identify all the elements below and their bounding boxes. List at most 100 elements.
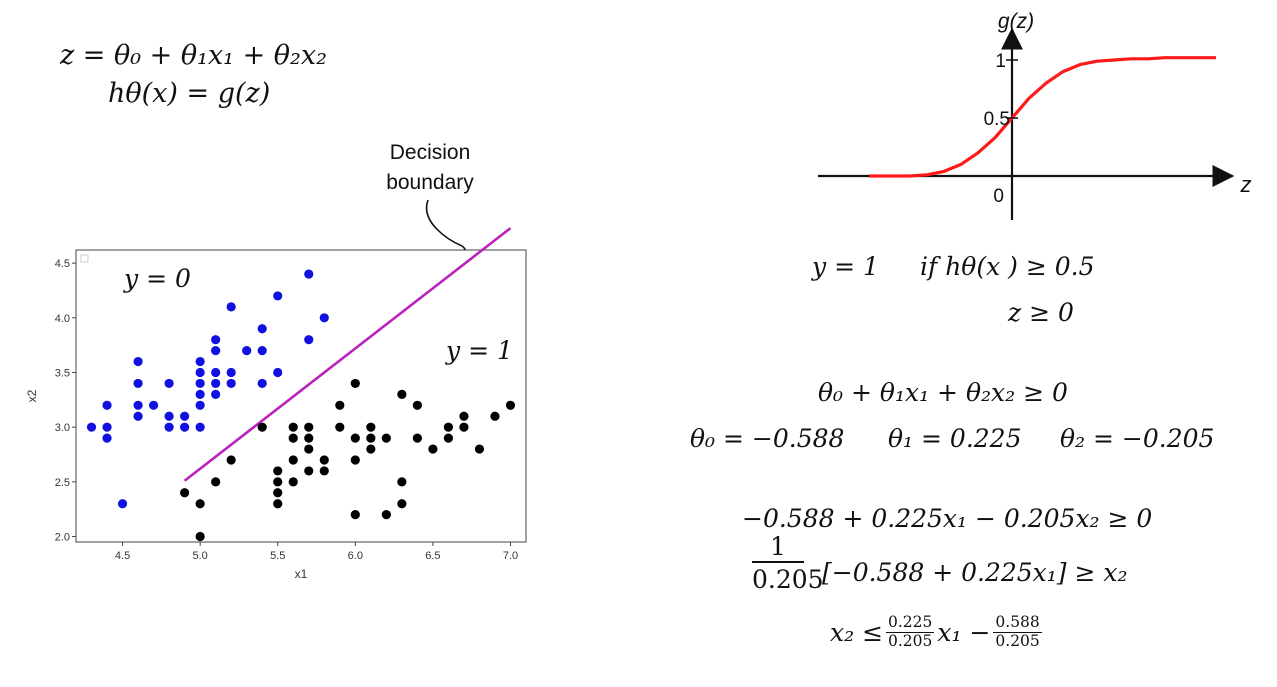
class-0-point [102,422,112,432]
class-1-point [304,433,314,443]
sigmoid-chart: 0 0.5 1 g(z) z [818,10,1252,220]
annotation-line-1: Decision [389,141,471,164]
class-0-point [319,313,329,323]
class-1-point [304,466,314,476]
class-1-point [180,488,190,498]
frac2-numerator: 0.588 [993,613,1042,633]
x-tick-label: 4.5 [115,550,130,562]
class-0-point [148,400,159,410]
class-0-point [133,411,143,421]
class-1-point [459,422,469,432]
class-1-point [304,444,314,454]
theta-0-value: θ₀ = −0.588 [690,424,845,453]
x-tick-label: 6.0 [348,550,363,562]
class-1-point [319,455,329,465]
class-0-point [226,378,236,389]
linear-inequality: θ₀ + θ₁x₁ + θ₂x₂ ≥ 0 [818,378,1068,407]
y-axis-label: x2 [25,389,39,402]
empty-legend-box [80,254,89,263]
z-axis-label: z [1240,172,1252,197]
class-1-point [195,531,205,542]
theta-1-value: θ₁ = 0.225 [888,424,1022,453]
final-lhs: x₂ ≤ [830,617,884,647]
class-0-point [211,389,221,399]
class-1-point [335,400,345,410]
class-0-point [117,499,128,509]
g-tick-label-0: 0 [993,186,1004,207]
class-0-point [226,302,236,312]
scatter-chart: 4.5 5.0 5.5 6.0 6.5 7.0 2.0 2.5 3.0 3.5 4.0 4.5 x1 x2 [25,227,527,581]
y-tick-label: 2.5 [55,477,70,489]
class-1-point [226,455,236,465]
class-1-point [443,422,454,432]
class-1-point [443,433,454,443]
x-tick-label: 7.0 [503,550,518,562]
y-tick-label: 3.0 [55,422,70,434]
hypothesis-definition: hθ(x) = g(z) [108,78,271,109]
class-1-point [273,499,283,509]
decision-boundary-line [183,227,512,482]
class-1-point [428,444,438,454]
fraction-denominator: 0.205 [752,565,824,594]
class-0-point [164,422,174,432]
x-axis-label: x1 [295,567,308,581]
class-1-point [319,466,329,476]
class-1-point [288,433,298,443]
solved-inequality: [−0.588 + 0.225x₁] ≥ x₂ [822,558,1128,587]
rule-condition: if hθ(x ) ≥ 0.5 [920,252,1095,281]
x-tick-label: 5.5 [270,550,285,562]
class-1-point [288,455,298,465]
fraction-numerator: 1 [752,534,804,563]
class-1-point [366,444,376,454]
g-tick-label-1: 1 [995,51,1006,72]
class-1-point [459,411,469,421]
rule-z-condition: z ≥ 0 [1008,298,1074,327]
class-0-point [273,367,283,378]
class-0-point [133,400,143,410]
class-1-point [350,510,360,520]
class-0-point [257,378,267,389]
sigmoid-curve [869,56,1216,178]
fraction-0225-over-0205: 0.225 0.205 [886,613,935,651]
rule-y-equals-1: y = 1 [812,252,879,281]
class-1-point [381,433,391,443]
class-0-point [180,411,190,421]
x-tick-label: 6.5 [425,550,440,562]
class-1-point [288,422,298,432]
y-tick-label: 4.0 [55,313,70,325]
y-tick-label: 3.5 [55,367,70,379]
class-0-point [195,356,205,367]
class-1-point [350,378,360,389]
frac1-denominator: 0.205 [888,631,933,650]
fraction-one-over-0205: 1 0.205 [752,534,824,594]
class-1-point [273,477,283,487]
numeric-inequality: −0.588 + 0.225x₁ − 0.205x₂ ≥ 0 [742,504,1153,533]
class-1-point [366,433,376,443]
class-1-point [490,411,500,421]
class-0-point [102,400,112,410]
z-definition: z = θ₀ + θ₁x₁ + θ₂x₂ [60,40,327,71]
class-0-point [102,433,112,443]
class-0-point [86,422,97,432]
class-0-point [133,378,143,389]
class-1-point [474,444,485,454]
class-0-point [164,411,174,421]
y-tick-label: 2.0 [55,532,70,544]
frac2-denominator: 0.205 [995,631,1040,650]
class-0-point [195,422,205,432]
class-0-point [211,346,221,356]
g-axis-label: g(z) [998,10,1034,33]
region-label-y0: y = 0 [124,264,191,293]
class-0-point [226,367,236,378]
class-0-point [273,291,283,301]
class-0-point [195,400,205,410]
class-1-point [350,433,360,443]
y-tick-label: 4.5 [55,258,70,270]
fraction-0588-over-0205: 0.588 0.205 [993,613,1042,651]
class-1-point [211,477,221,487]
class-1-point [304,422,314,432]
class-1-point [397,477,407,487]
region-label-y1: y = 1 [446,336,513,365]
class-1-point [195,499,205,509]
final-boundary-inequality: x₂ ≤ 0.225 0.205 x₁ − 0.588 0.205 [830,613,1042,651]
